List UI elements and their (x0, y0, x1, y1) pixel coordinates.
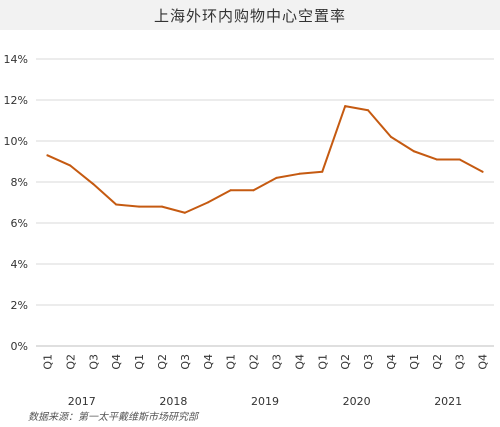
y-tick-label: 14% (4, 53, 28, 66)
x-axis-ticks: Q1 Q2 Q3 Q4 Q1 Q2 Q3 Q4 Q1 Q2 Q3 Q4 Q1 Q2 Q3 Q4 Q1 Q2 Q3 Q4 (41, 354, 489, 370)
data-point (46, 154, 49, 157)
y-tick-label: 4% (11, 258, 28, 271)
year-label: 2018 (159, 395, 187, 405)
x-tick-label: Q1 (316, 354, 329, 370)
vacancy-rate-line (46, 105, 484, 214)
year-label: 2021 (434, 395, 462, 405)
data-point (69, 164, 72, 167)
data-point (183, 211, 186, 214)
y-tick-label: 0% (11, 340, 28, 353)
data-point (206, 201, 209, 204)
x-tick-label: Q4 (110, 354, 123, 370)
x-tick-label: Q4 (293, 354, 306, 370)
y-tick-label: 6% (11, 217, 28, 230)
year-label: 2019 (251, 395, 279, 405)
data-point (252, 189, 255, 192)
data-point (321, 170, 324, 173)
year-label: 2017 (68, 395, 96, 405)
line-chart: 0% 2% 4% 6% 8% 10% 12% 14% Q1 Q2 Q3 Q4 Q1 Q2 Q3 Q4 Q1 Q2… (4, 53, 494, 405)
y-axis-ticks: 0% 2% 4% 6% 8% 10% 12% 14% (4, 53, 28, 353)
data-point (160, 205, 163, 208)
data-point (115, 203, 118, 206)
data-point (92, 183, 95, 186)
data-point (344, 105, 347, 108)
x-tick-label: Q3 (454, 354, 467, 370)
y-tick-label: 8% (11, 176, 28, 189)
y-tick-label: 12% (4, 94, 28, 107)
data-point (229, 189, 232, 192)
source-note: 数据来源：第一太平戴维斯市场研究部 (28, 412, 198, 423)
y-tick-label: 10% (4, 135, 28, 148)
x-tick-label: Q1 (225, 354, 238, 370)
x-tick-label: Q1 (408, 354, 421, 370)
x-tick-label: Q3 (362, 354, 375, 370)
x-tick-label: Q2 (431, 354, 444, 370)
title-bar: 上海外环内购物中心空置率 (0, 0, 500, 30)
x-tick-label: Q4 (202, 354, 215, 370)
x-tick-label: Q3 (270, 354, 283, 370)
x-tick-label: Q2 (156, 354, 169, 370)
year-label: 2020 (343, 395, 371, 405)
chart-title: 上海外环内购物中心空置率 (153, 6, 346, 25)
x-tick-label: Q2 (339, 354, 352, 370)
x-tick-label: Q3 (179, 354, 192, 370)
year-labels: 2017 2018 2019 2020 2021 (68, 395, 462, 405)
data-point (298, 172, 301, 175)
data-point (435, 158, 438, 161)
series-layer (46, 105, 484, 214)
x-tick-label: Q1 (41, 354, 54, 370)
x-tick-label: Q2 (248, 354, 261, 370)
x-tick-label: Q4 (477, 354, 490, 370)
data-point (275, 176, 278, 179)
data-point (458, 158, 461, 161)
data-point (367, 109, 370, 112)
data-point (481, 170, 484, 173)
x-tick-label: Q3 (87, 354, 100, 370)
x-tick-label: Q1 (133, 354, 146, 370)
data-point (412, 150, 415, 153)
x-tick-label: Q2 (64, 354, 77, 370)
x-tick-label: Q4 (385, 354, 398, 370)
data-point (138, 205, 141, 208)
y-tick-label: 2% (11, 299, 28, 312)
data-point (389, 135, 392, 138)
grid-lines (36, 58, 494, 347)
